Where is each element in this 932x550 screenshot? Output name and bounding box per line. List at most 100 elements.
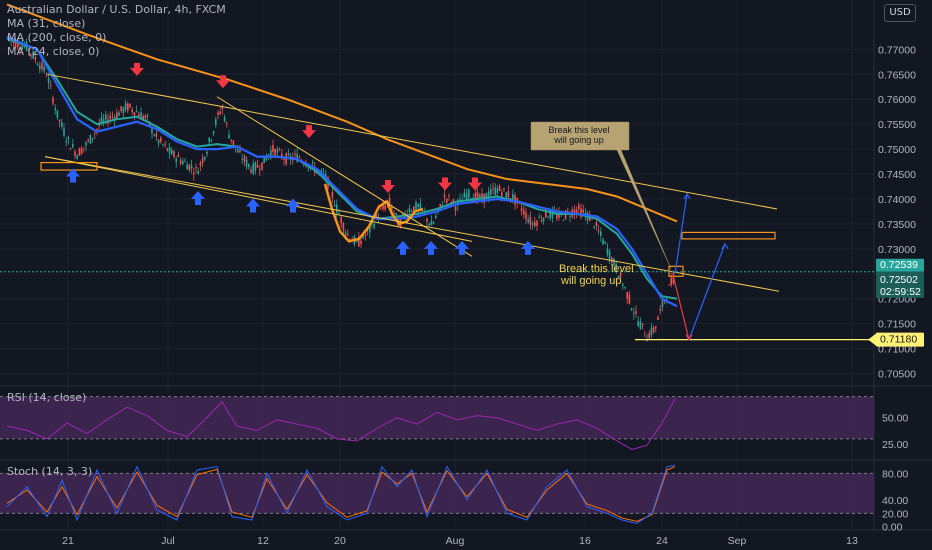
- down-arrow-marker: [438, 177, 452, 191]
- projection-arrowhead: [721, 242, 729, 250]
- time-tick-label: 21: [62, 535, 74, 547]
- price-tick-label: 0.75000: [878, 144, 916, 156]
- candle-body: [307, 167, 309, 169]
- candle-body: [551, 210, 554, 219]
- trendline: [44, 156, 780, 292]
- candle-body: [553, 211, 556, 213]
- down-arrow-marker: [302, 125, 316, 139]
- candle-body: [487, 191, 490, 199]
- candle-body: [637, 320, 639, 326]
- candle-body: [501, 192, 503, 197]
- candle-body: [96, 128, 98, 131]
- candle-body: [133, 112, 136, 116]
- candle-body: [254, 162, 257, 171]
- candle-body: [595, 222, 598, 227]
- candle-body: [76, 155, 78, 159]
- candle-body: [342, 223, 345, 231]
- candle-body: [602, 239, 604, 245]
- candle-body: [91, 137, 94, 140]
- candle-body: [144, 115, 147, 119]
- candle-body: [652, 327, 655, 333]
- candle-body: [21, 45, 23, 50]
- price-tick-label: 0.76500: [878, 69, 916, 81]
- candle-body: [153, 135, 155, 137]
- candle-body: [333, 204, 336, 207]
- candle-body: [83, 147, 85, 149]
- candle-body: [641, 323, 644, 325]
- candle-body: [593, 226, 595, 228]
- candle-body: [435, 215, 437, 218]
- candle-body: [175, 158, 177, 162]
- candle-body: [87, 139, 89, 141]
- candle-body: [56, 110, 59, 118]
- candle-body: [85, 142, 87, 146]
- stoch-title[interactable]: Stoch (14, 3, 3): [7, 465, 93, 478]
- projection-up-alt: [674, 193, 688, 274]
- candle-body: [523, 210, 525, 215]
- candle-body: [573, 209, 576, 214]
- projection-down: [672, 274, 690, 340]
- candle-body: [74, 151, 76, 157]
- candle-body: [201, 157, 204, 163]
- candle-body: [575, 209, 578, 214]
- candle-body: [666, 299, 668, 301]
- candle-body: [395, 212, 397, 216]
- candle-body: [197, 170, 199, 175]
- time-tick-label: 20: [334, 535, 346, 547]
- candle-body: [369, 225, 371, 233]
- ma24-legend[interactable]: MA (24, close, 0): [7, 45, 100, 58]
- candle-body: [34, 57, 37, 60]
- rsi-tick-label: 25.00: [882, 439, 908, 451]
- candle-body: [276, 149, 279, 153]
- candle-body: [606, 248, 609, 255]
- candle-body: [428, 223, 430, 226]
- candle-body: [540, 220, 543, 222]
- candle-body: [527, 219, 529, 223]
- candle-body: [476, 192, 479, 199]
- candle-body: [490, 188, 492, 195]
- level-note: will going up: [560, 275, 622, 287]
- stoch-tick-label: 40.00: [882, 495, 908, 507]
- down-arrow-marker: [381, 180, 395, 194]
- currency-button[interactable]: USD: [884, 4, 916, 22]
- candle-body: [278, 149, 281, 150]
- candle-body: [622, 284, 624, 287]
- ma31-legend[interactable]: MA (31, close): [7, 17, 86, 30]
- up-arrow-marker: [424, 240, 438, 255]
- candle-body: [347, 234, 349, 235]
- candle-body: [228, 134, 230, 139]
- rsi-title[interactable]: RSI (14, close): [7, 391, 87, 404]
- up-arrow-marker: [521, 240, 535, 255]
- candle-body: [241, 159, 243, 160]
- candle-body: [212, 131, 215, 134]
- candle-body: [454, 206, 457, 211]
- projection-arrowhead: [683, 192, 691, 200]
- candle-body: [160, 137, 162, 142]
- candle-body: [17, 41, 19, 48]
- candle-body: [413, 206, 415, 212]
- price-tick-label: 0.70500: [878, 369, 916, 381]
- chart-title[interactable]: Australian Dollar / U.S. Dollar, 4h, FXC…: [7, 3, 226, 16]
- candle-body: [263, 155, 265, 164]
- ma200-legend[interactable]: MA (200, close, 0): [7, 31, 107, 44]
- price-tick-label: 0.75500: [878, 119, 916, 131]
- last-price-tag: 0.72539: [880, 259, 918, 271]
- support-tag-pointer: [868, 333, 876, 346]
- candle-body: [232, 140, 235, 145]
- candle-body: [644, 335, 646, 337]
- up-arrow-marker: [396, 240, 410, 255]
- candle-body: [168, 147, 171, 154]
- candle-body: [157, 139, 160, 144]
- candle-body: [272, 144, 274, 152]
- candle-body: [294, 153, 296, 155]
- candle-body: [230, 139, 232, 141]
- down-arrow-marker: [216, 75, 230, 89]
- candle-body: [630, 308, 633, 311]
- candle-body: [100, 117, 103, 124]
- candle-body: [388, 198, 391, 204]
- candle-body: [14, 40, 17, 48]
- candle-body: [364, 235, 367, 237]
- candle-body: [239, 150, 241, 152]
- candle-body: [617, 275, 620, 278]
